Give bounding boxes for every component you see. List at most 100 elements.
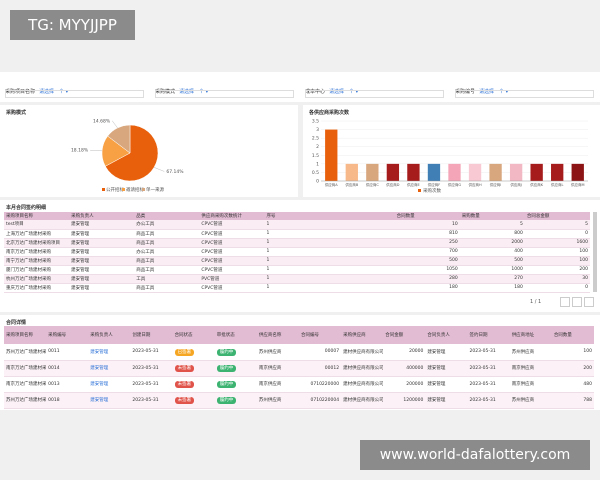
table-cell: 重庆万达广场建材采购 [4,283,70,293]
header-row: 采购项目名称 采购负责人 品类 供应商采购次数统计 序号 合同数量 采购数量 合同总金额 [4,212,590,220]
x-tick-label: 供应商D [386,182,399,187]
x-tick-label: 供应商M [571,182,585,187]
y-tick-label: 2.5 [312,136,319,142]
bar [366,163,379,181]
table-cell: 0013 [46,376,89,393]
table-cell: test项目 [4,220,70,230]
table-cell: 1 [264,220,330,230]
table-cell: 南京万达广场建材采购 [4,247,70,257]
table-cell: 建材供应商有限公司 [341,344,384,361]
table-cell: 北京万达广场建材采购项目 [4,238,70,248]
table-cell: 270 [459,274,525,284]
table-cell: 200 [524,265,590,275]
status-tag: 履约中 [216,397,237,404]
bar [509,163,523,181]
table-cell: 2000 [459,238,525,248]
table-cell: 400000 [383,360,426,377]
table-cell: 建安管理 [425,376,468,393]
table-cell: CPVC管道 [199,229,265,239]
table-cell: 苏州供应商 [509,392,552,409]
table-cell: 已签署 [172,344,215,361]
x-tick-label: 供应商L [551,182,564,187]
bottom-watermark: www.world-dafalottery.com [360,440,590,470]
y-tick-label: 3 [316,127,319,133]
table-cell: 商品工具 [134,283,200,293]
filter: 采购项目名称 请选择一个 ▾ [5,78,150,98]
table-cell: 杭州万达广场建材采购 [4,274,70,284]
filter-select[interactable]: 请选择一个 ▾ [39,89,69,95]
table-cell: 建材供应商有限公司 [341,392,384,409]
y-tick-label: 3.5 [312,119,319,125]
page-button[interactable] [572,297,582,307]
table-cell: 未签署 [172,392,215,409]
table-cell: 未签署 [172,376,215,393]
filter-input[interactable] [305,90,444,98]
table-row: 南宁万达广场建材采购 建安管理 商品工具 CPVC管道 1 500 500 100 [4,256,590,266]
table-cell: 100 [551,344,594,361]
pagination[interactable]: 1 / 1 [530,299,542,305]
filter-label: 成本中心 [305,89,326,95]
filter-input[interactable] [5,90,144,98]
table-cell: 建安管理 [69,229,135,239]
legend-swatch [142,188,145,191]
filter-select[interactable]: 请选择一个 ▾ [179,89,209,95]
table-cell: 建安管理 [425,360,468,377]
status-tag: 履约中 [216,365,237,372]
table-cell: CPVC管道 [199,220,265,230]
bar [407,163,420,181]
bar [448,163,461,181]
column-header: 供应商采购次数统计 [199,212,265,220]
filter-label: 采购项目名称 [5,89,36,95]
table-cell: 建安管理 [425,392,468,409]
table-cell: 建安管理 [69,247,135,257]
table-row: 厦门万达广场建材采购 建安管理 商品工具 CPVC管道 1 1050 1000 200 [4,265,590,275]
filter-select[interactable]: 请选择一个 ▾ [479,89,509,95]
bar [345,163,358,181]
header-row: 采购项目名称 采购编号 采购负责人 创建日期 合同状态 审批状态 供应商名称 合同编号 采购供应… [4,326,594,344]
column-header: 创建日期 [130,326,173,344]
filter-select[interactable]: 请选择一个 ▾ [329,89,359,95]
bar [386,163,400,181]
table-cell: 810 [394,229,460,239]
bar [571,163,584,181]
table2-wrap: 采购项目名称 采购编号 采购负责人 创建日期 合同状态 审批状态 供应商名称 合同编号 采购供应… [4,326,594,409]
table-row: 南京万达广场建材采购 建安管理 办公工具 CPVC管道 1 700 400 100 [4,247,590,257]
table-cell: 商品工具 [134,265,200,275]
status-tag: 未签署 [174,397,195,404]
table-cell: 商品工具 [134,256,200,266]
table-cell: 1 [264,238,330,248]
table-cell: 厦门万达广场建材采购 [4,265,70,275]
table-row: 苏州万达广场建材采购项目0011建安管理2023-05-31已签署履约中苏州供应… [4,344,594,361]
table-cell: 400 [459,247,525,257]
column-header: 序号 [264,212,330,220]
table-cell: 2023-05-31 [467,344,510,361]
table2: 采购项目名称 采购编号 采购负责人 创建日期 合同状态 审批状态 供应商名称 合同编号 采购供应… [4,326,594,409]
column-header: 供应商名称 [256,326,299,344]
scrollbar [593,212,597,292]
table-cell: 建安管理 [69,256,135,266]
bar-chart: 0 0.5 1 1.5 2 2.5 3 3.5 供应商A 供应商B 供应商C 供应商D 供应商E 供应商F… [312,119,588,194]
table-cell: 30 [524,274,590,284]
table1-panel: 本月合同签约明细 采购项目名称 采购负责人 品类 供应商采购次数统计 序号 合同数量 采购数… [0,200,600,312]
filter-input[interactable] [155,90,294,98]
table-cell: 履约中 [214,376,257,393]
table-cell: 建安管理 [69,274,135,284]
table-cell: 1 [264,274,330,284]
table-cell: 南京供应商 [509,376,552,393]
table-cell: 700 [394,247,460,257]
table-row: 上海万达广场建材采购 建安管理 商品工具 CPVC管道 1 810 800 0 [4,229,590,239]
table-cell: 1 [264,247,330,257]
filter-input[interactable] [455,90,594,98]
table-cell: 建安管理 [88,344,131,361]
column-header: 审批状态 [214,326,257,344]
table-cell: 南京供应商 [509,360,552,377]
x-tick-label: 供应商G [448,182,461,187]
table-cell: 180 [394,283,460,293]
next-button[interactable] [584,297,594,307]
bar-panel: 各供应商采购次数 0 0.5 1 1.5 2 2.5 3 3.5 供应商A 供应商B 供应商C 供应商… [303,105,600,197]
table-cell: 履约中 [214,392,257,409]
filter: 采购模式 请选择一个 ▾ [155,78,300,98]
table-cell: 商品工具 [134,229,200,239]
prev-button[interactable] [560,297,570,307]
table-cell: 100 [524,247,590,257]
